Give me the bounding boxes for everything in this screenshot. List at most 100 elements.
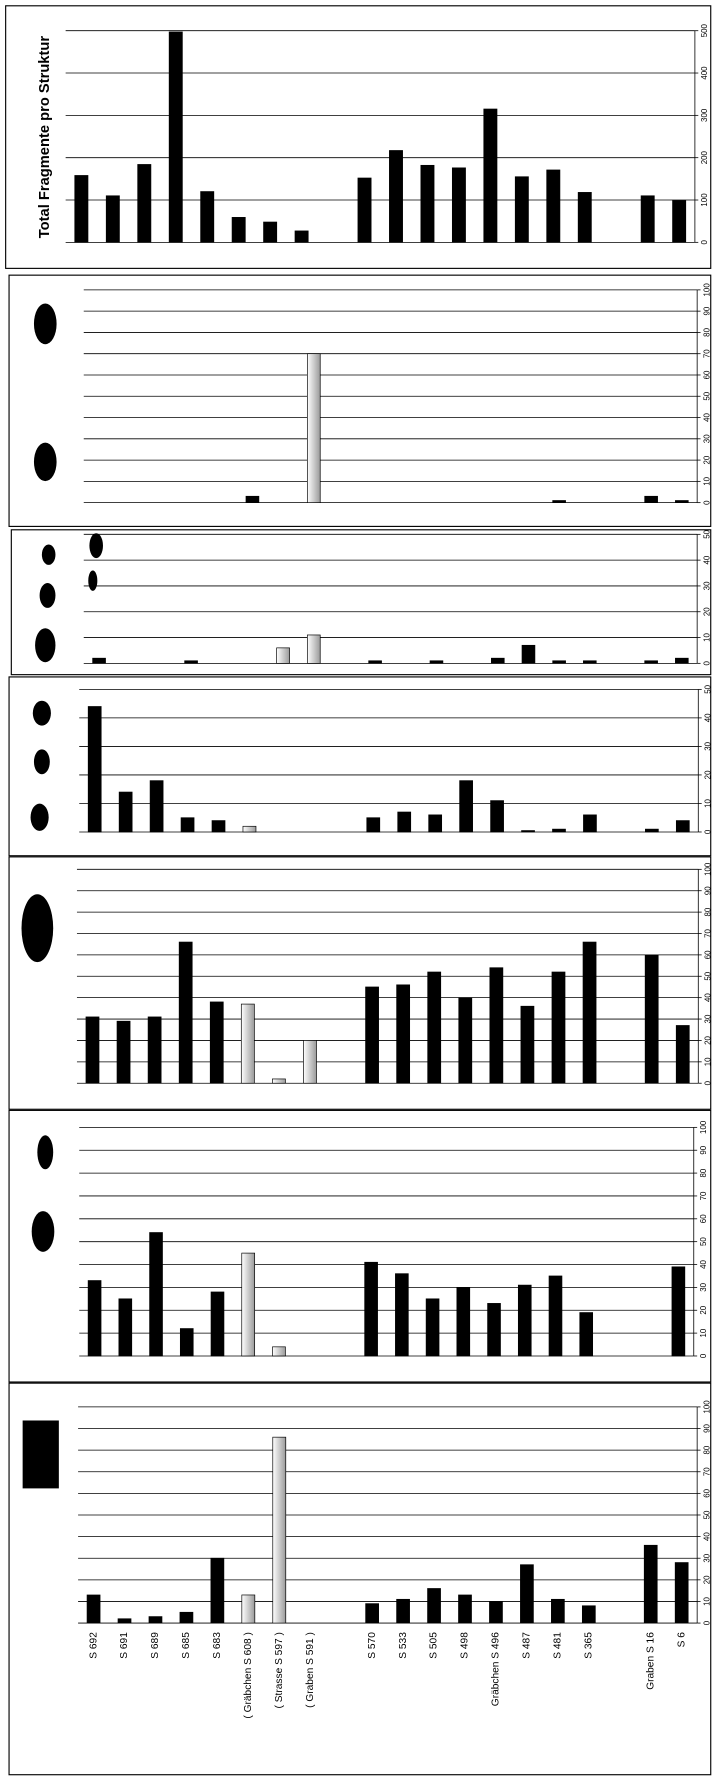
- y-tick-label: 10: [699, 1328, 708, 1337]
- bar: [674, 1562, 689, 1624]
- bar: [643, 1544, 658, 1624]
- y-tick-label: 80: [704, 907, 713, 916]
- bar: [489, 967, 504, 1084]
- bar: [364, 1261, 378, 1357]
- bar: [241, 1252, 256, 1357]
- bar: [180, 817, 195, 833]
- x-tick-label: S 6: [676, 1632, 687, 1648]
- bar: [577, 192, 592, 243]
- x-tick-label: S 689: [150, 1632, 161, 1659]
- panel-frame: [10, 529, 712, 676]
- bar: [551, 1598, 565, 1624]
- bar: [552, 500, 566, 503]
- y-tick-label: 0: [702, 661, 711, 666]
- bar: [118, 1298, 133, 1357]
- bar: [548, 1275, 563, 1357]
- panel-frame: [5, 5, 712, 269]
- bar: [551, 971, 566, 1084]
- y-tick-label: 20: [704, 770, 713, 779]
- bar: [116, 1020, 131, 1084]
- panel-frame: [8, 1382, 712, 1776]
- bar: [294, 230, 309, 243]
- bar: [490, 800, 504, 833]
- bar: [86, 1594, 101, 1624]
- y-tick-label: 80: [702, 1445, 711, 1454]
- bar: [87, 706, 102, 833]
- bar: [365, 986, 379, 1084]
- y-tick-label: 90: [702, 1424, 711, 1433]
- bar: [520, 1005, 535, 1084]
- bar: [231, 217, 246, 243]
- bar: [427, 1588, 441, 1624]
- bar: [644, 495, 658, 503]
- y-tick-label: 200: [700, 150, 709, 164]
- bar: [675, 1025, 690, 1084]
- bar: [458, 997, 473, 1084]
- bar: [644, 954, 659, 1084]
- bar: [105, 195, 120, 243]
- y-tick-label: 80: [702, 327, 711, 336]
- bar: [272, 1078, 286, 1084]
- y-tick-label: 40: [704, 993, 713, 1002]
- y-tick-label: 0: [702, 1620, 711, 1625]
- bar: [365, 1603, 379, 1624]
- bar: [245, 495, 260, 503]
- y-tick-label: 20: [702, 455, 711, 464]
- x-tick-label: S 570: [367, 1632, 378, 1659]
- y-tick-label: 10: [702, 1596, 711, 1605]
- y-tick-label: 10: [702, 476, 711, 485]
- y-tick-label: 80: [699, 1168, 708, 1177]
- x-tick-label: S 505: [429, 1632, 440, 1659]
- y-tick-label: 30: [704, 1014, 713, 1023]
- bar: [179, 1328, 194, 1357]
- bar: [546, 169, 561, 243]
- bar: [117, 1618, 132, 1624]
- bar: [368, 660, 382, 664]
- bar: [396, 984, 411, 1084]
- panel-frame: [8, 676, 712, 857]
- bar: [242, 825, 257, 833]
- bar: [517, 1284, 532, 1357]
- bar: [671, 1266, 686, 1357]
- y-tick-label: 0: [702, 500, 711, 505]
- y-tick-label: 100: [702, 1400, 711, 1414]
- y-tick-label: 100: [700, 193, 709, 207]
- bar: [514, 176, 529, 243]
- y-tick-label: 50: [702, 1510, 711, 1519]
- bar: [241, 1594, 256, 1624]
- bar: [211, 820, 226, 833]
- y-tick-label: 300: [700, 108, 709, 122]
- bar: [675, 500, 689, 503]
- bar: [456, 1287, 471, 1357]
- y-tick-label: 50: [702, 529, 711, 538]
- y-tick-label: 40: [702, 413, 711, 422]
- x-tick-label: ( Strasse S 597 ): [274, 1632, 285, 1708]
- bar: [487, 1303, 501, 1357]
- bar: [366, 817, 381, 833]
- y-tick-label: 60: [704, 950, 713, 959]
- bar: [428, 814, 443, 833]
- bar: [675, 820, 690, 833]
- bar: [521, 830, 535, 833]
- bar: [210, 1557, 225, 1624]
- y-tick-label: 70: [704, 928, 713, 937]
- y-tick-label: 30: [704, 741, 713, 750]
- x-tick-label: ( Graben S 591 ): [305, 1632, 316, 1708]
- y-tick-label: 30: [702, 434, 711, 443]
- bar: [306, 353, 321, 503]
- y-tick-label: 500: [700, 24, 709, 38]
- bar: [149, 1232, 163, 1357]
- y-tick-label: 50: [704, 971, 713, 980]
- bar: [306, 634, 321, 664]
- y-tick-label: 0: [704, 829, 713, 834]
- bar: [451, 167, 466, 243]
- chart-title: Total Fragmente pro Struktur: [37, 36, 53, 239]
- bar: [427, 971, 442, 1084]
- x-tick-label: S 691: [119, 1632, 130, 1659]
- panel-frame: [8, 274, 712, 527]
- bar: [200, 191, 215, 243]
- bar: [85, 1016, 100, 1084]
- y-tick-label: 70: [702, 1467, 711, 1476]
- y-tick-label: 40: [702, 1532, 711, 1541]
